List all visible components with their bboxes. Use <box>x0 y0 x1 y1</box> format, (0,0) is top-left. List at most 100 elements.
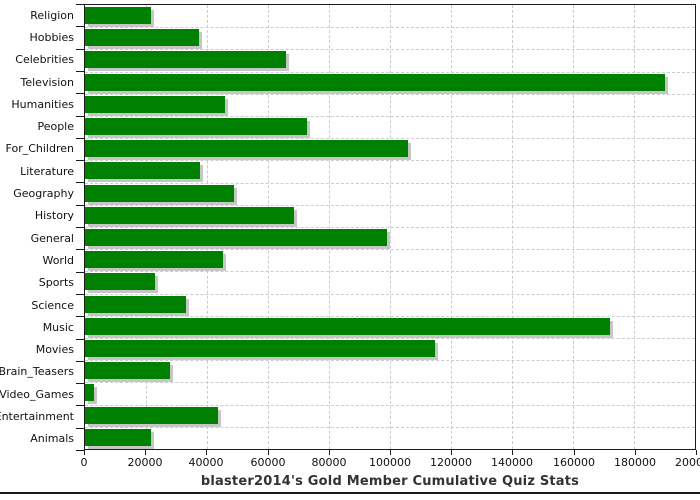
y-tick <box>76 71 84 72</box>
x-tick-label: 140000 <box>491 456 533 469</box>
category-label: Hobbies <box>29 30 74 44</box>
bar-movies <box>85 340 436 357</box>
bar-literature <box>85 162 200 180</box>
category-label: Literature <box>20 164 74 178</box>
x-tick <box>635 450 636 455</box>
category-label: Sports <box>38 276 74 290</box>
y-tick <box>76 272 84 273</box>
x-tick <box>84 450 85 455</box>
horizontal-gridline <box>85 249 695 251</box>
bar-humanities <box>85 95 226 113</box>
category-label: Video_Games <box>0 387 74 401</box>
x-tick-label: 180000 <box>614 456 656 469</box>
horizontal-gridline <box>85 182 695 184</box>
horizontal-gridline <box>85 382 695 384</box>
x-tick-label: 160000 <box>553 456 595 469</box>
horizontal-gridline <box>85 93 695 95</box>
y-tick <box>76 182 84 183</box>
horizontal-gridline <box>85 271 695 273</box>
bar-television <box>85 73 665 91</box>
category-label: Science <box>31 298 74 312</box>
x-tick-label: 40000 <box>188 456 224 469</box>
category-label: History <box>34 209 74 223</box>
y-tick <box>76 4 84 5</box>
bar-entertainment <box>85 406 219 424</box>
category-label: Television <box>20 75 75 89</box>
y-tick <box>76 138 84 139</box>
horizontal-gridline <box>85 204 695 206</box>
bar-sports <box>85 273 156 291</box>
y-tick <box>76 227 84 228</box>
bar-general <box>85 229 387 246</box>
x-tick-label: 120000 <box>430 456 472 469</box>
y-tick <box>76 160 84 161</box>
category-label: Humanities <box>11 97 74 111</box>
x-tick <box>574 450 575 455</box>
y-tick <box>76 450 84 451</box>
x-tick-label: 20000 <box>127 456 163 469</box>
chart-title: blaster2014's Gold Member Cumulative Qui… <box>200 474 580 489</box>
horizontal-gridline <box>85 404 695 406</box>
category-label: Religion <box>30 8 74 22</box>
bar-religion <box>85 7 151 24</box>
y-tick <box>76 294 84 295</box>
bar-history <box>85 206 295 224</box>
category-label: General <box>30 231 74 245</box>
x-tick <box>451 450 452 455</box>
horizontal-gridline <box>85 227 695 228</box>
y-tick <box>76 205 84 206</box>
horizontal-gridline <box>85 116 695 117</box>
plot-area <box>84 4 696 450</box>
x-tick <box>390 450 391 455</box>
category-label: Movies <box>35 343 74 357</box>
horizontal-gridline <box>85 360 695 362</box>
horizontal-gridline <box>85 315 695 317</box>
horizontal-gridline <box>85 338 695 339</box>
y-tick <box>76 316 84 317</box>
x-tick <box>329 450 330 455</box>
horizontal-gridline <box>85 160 695 162</box>
bar-video_games <box>85 384 95 402</box>
horizontal-gridline <box>85 426 695 428</box>
y-axis-labels: Religion Hobbies Celebrities Television Huma… <box>0 4 74 450</box>
bar-people <box>85 118 308 135</box>
y-tick <box>76 361 84 362</box>
y-tick <box>76 49 84 50</box>
bar-geography <box>85 184 235 202</box>
horizontal-gridline <box>85 27 695 29</box>
bar-science <box>85 295 186 313</box>
bar-hobbies <box>85 29 200 47</box>
x-tick <box>268 450 269 455</box>
y-tick <box>76 405 84 406</box>
horizontal-gridline <box>85 49 695 51</box>
y-tick <box>76 339 84 340</box>
y-tick <box>76 93 84 94</box>
bar-world <box>85 251 223 269</box>
category-label: Celebrities <box>15 53 74 67</box>
category-label: Animals <box>30 432 74 446</box>
category-label: People <box>37 120 74 134</box>
y-tick <box>76 383 84 384</box>
category-label: World <box>42 253 74 267</box>
horizontal-gridline <box>85 293 695 295</box>
x-tick-label: 0 <box>80 456 88 469</box>
y-tick <box>76 116 84 117</box>
x-tick-label: 100000 <box>369 456 411 469</box>
x-tick-label: 200000 <box>675 456 700 469</box>
y-tick <box>76 428 84 429</box>
category-label: Music <box>42 320 74 334</box>
category-label: Geography <box>13 187 74 201</box>
x-tick-label: 60000 <box>250 456 286 469</box>
x-tick <box>696 450 697 455</box>
x-tick <box>145 450 146 455</box>
bar-brain_teasers <box>85 362 171 380</box>
y-tick <box>76 26 84 27</box>
y-tick <box>76 249 84 250</box>
x-tick <box>512 450 513 455</box>
bar-music <box>85 317 610 335</box>
category-label: For_Children <box>5 142 74 156</box>
bottom-border-line <box>0 492 700 494</box>
bar-for_children <box>85 140 409 158</box>
category-label: Brain_Teasers <box>0 365 74 379</box>
